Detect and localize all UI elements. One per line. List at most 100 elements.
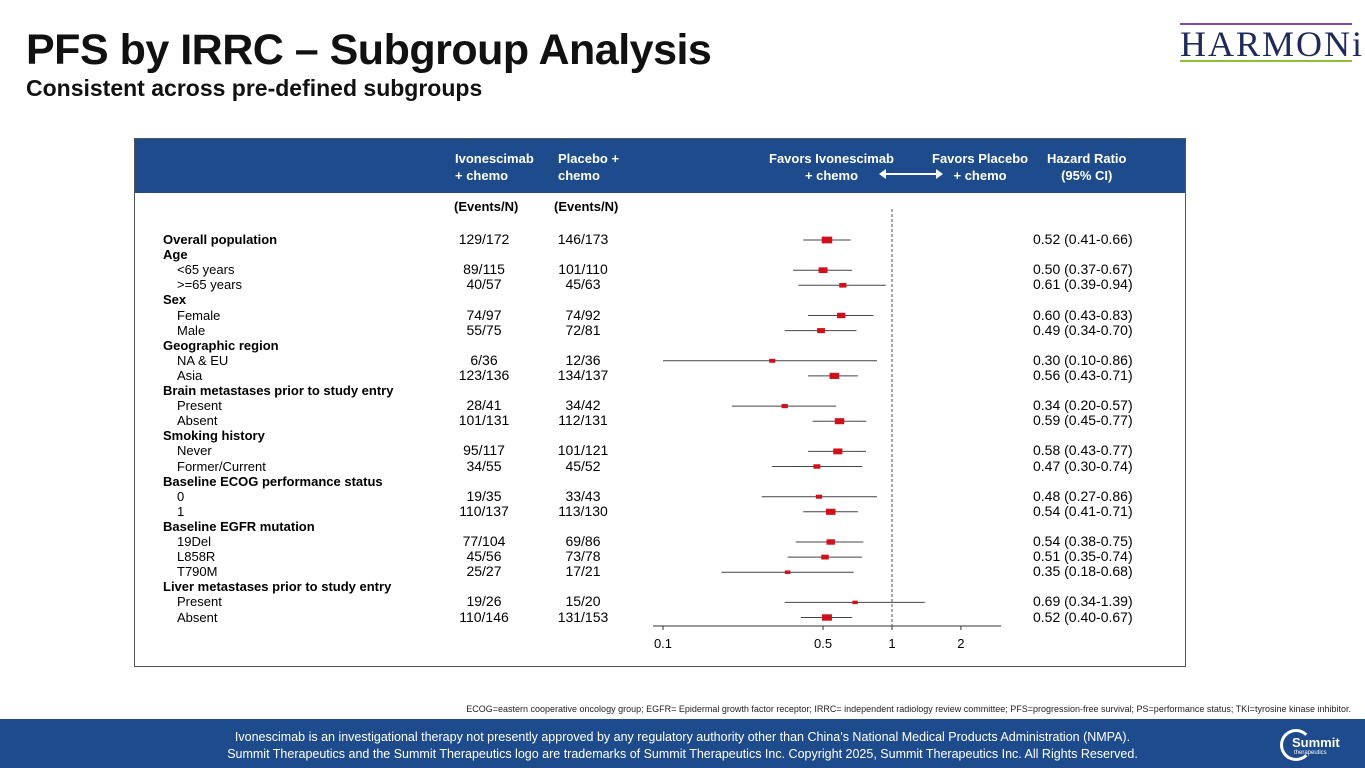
- hazard-ratio-value: 0.54 (0.41-0.71): [1033, 502, 1133, 519]
- hazard-ratio-value: 0.35 (0.18-0.68): [1033, 563, 1133, 580]
- subgroup-label: >=65 years: [177, 277, 243, 293]
- hazard-ratio-value: 0.61 (0.39-0.94): [1033, 276, 1133, 293]
- footer-line-2: Summit Therapeutics and the Summit Thera…: [227, 747, 1138, 761]
- subgroup-header: Baseline EGFR mutation: [163, 518, 315, 534]
- placebo-events: 146/173: [557, 231, 609, 247]
- table-header-bar: Ivonescimab + chemo Placebo + chemo Favors…: [135, 139, 1185, 193]
- h-favpbo-line-2: + chemo: [953, 168, 1007, 183]
- page-title: PFS by IRRC – Subgroup Analysis: [26, 26, 712, 74]
- ivonescimab-events: 40/57: [466, 276, 502, 293]
- h-favpbo-line-1: Favors Placebo: [932, 151, 1029, 166]
- ivonescimab-events: 19/35: [466, 487, 502, 504]
- subgroup-header: Geographic region: [163, 337, 279, 353]
- placebo-events: 131/153: [557, 608, 609, 625]
- subgroup-header: Liver metastases prior to study entry: [163, 579, 392, 595]
- subgroup-header: Baseline ECOG performance status: [163, 473, 383, 489]
- h-pbo-line-1: Placebo +: [558, 151, 620, 166]
- placebo-events: 45/63: [565, 276, 601, 293]
- hazard-ratio-point: [836, 312, 846, 319]
- placebo-events: 73/78: [565, 548, 601, 565]
- double-arrow-icon: [879, 169, 943, 179]
- subgroup-label: Female: [177, 307, 221, 323]
- hazard-ratio-point: [829, 372, 840, 379]
- subgroup-header: Brain metastases prior to study entry: [163, 383, 394, 398]
- h-ivo-line-1: Ivonescimab: [455, 151, 534, 166]
- subgroup-label: 19Del: [177, 534, 211, 549]
- hazard-ratio-point: [818, 267, 828, 274]
- ivonescimab-events: 77/104: [462, 533, 506, 549]
- subgroup-header: Overall population: [163, 232, 278, 247]
- hazard-ratio-value: 0.47 (0.30-0.74): [1033, 457, 1133, 474]
- hazard-ratio-point: [784, 570, 791, 574]
- ivonescimab-events: 123/136: [458, 366, 510, 383]
- footer-bar: Ivonescimab is an investigational therap…: [0, 719, 1365, 768]
- ivonescimab-events: 45/56: [466, 548, 502, 565]
- subgroup-label: L858R: [177, 549, 216, 565]
- placebo-events: 134/137: [557, 366, 609, 383]
- hazard-ratio-point: [817, 328, 825, 334]
- hazard-ratio-value: 0.50 (0.37-0.67): [1033, 261, 1133, 278]
- header-hazard-ratio: Hazard Ratio (95% CI): [1047, 150, 1126, 184]
- ivonescimab-events: 110/146: [459, 608, 509, 625]
- ivonescimab-events: 101/131: [458, 412, 510, 429]
- hazard-ratio-value: 0.34 (0.20-0.57): [1033, 397, 1133, 414]
- logo-top-rule: [1180, 23, 1352, 25]
- h-pbo-line-2: chemo: [558, 168, 600, 183]
- ivonescimab-events: 55/75: [466, 321, 502, 338]
- placebo-events: 74/92: [565, 306, 601, 323]
- footer-line-1: Ivonescimab is an investigational therap…: [234, 730, 1131, 744]
- x-tick-label: 2: [957, 636, 964, 651]
- hazard-ratio-value: 0.51 (0.35-0.74): [1033, 548, 1133, 565]
- hazard-ratio-value: 0.52 (0.41-0.66): [1033, 231, 1133, 247]
- header-ivonescimab: Ivonescimab + chemo: [455, 150, 534, 184]
- ivonescimab-events: 19/26: [466, 593, 502, 610]
- hazard-ratio-value: 0.48 (0.27-0.86): [1033, 487, 1133, 504]
- placebo-events: 17/21: [565, 563, 601, 580]
- subgroup-label: Present: [177, 594, 222, 610]
- ivonescimab-events: 34/55: [466, 457, 502, 474]
- hazard-ratio-point: [834, 418, 845, 425]
- summit-logo: Summit therapeutics: [1278, 727, 1340, 761]
- x-tick-label: 1: [888, 636, 895, 651]
- ivonescimab-events: 89/115: [463, 261, 505, 278]
- hazard-ratio-point: [833, 448, 843, 455]
- subgroup-label: Absent: [177, 413, 218, 429]
- ivonescimab-events: 74/97: [466, 306, 502, 323]
- subgroup-label: Former/Current: [177, 458, 266, 474]
- subgroup-label: <65 years: [177, 262, 235, 278]
- subgroup-label: 0: [177, 488, 185, 504]
- header-favors-ivonescimab: Favors Ivonescimab + chemo: [769, 150, 894, 184]
- hazard-ratio-value: 0.49 (0.34-0.70): [1033, 321, 1133, 338]
- subgroup-header: Sex: [163, 292, 187, 308]
- x-tick-label: 0.1: [654, 636, 672, 651]
- hazard-ratio-point: [825, 508, 836, 515]
- hazard-ratio-point: [826, 539, 835, 545]
- h-favivo-line-2: + chemo: [804, 168, 859, 183]
- ivonescimab-events: 95/117: [463, 442, 505, 459]
- placebo-events: 15/20: [565, 593, 601, 610]
- hazard-ratio-value: 0.69 (0.34-1.39): [1033, 593, 1133, 610]
- subgroup-label: Absent: [177, 609, 218, 625]
- ivonescimab-events: 110/137: [459, 502, 509, 519]
- events-label-placebo: (Events/N): [554, 199, 619, 214]
- hazard-ratio-value: 0.52 (0.40-0.67): [1033, 608, 1133, 625]
- ivonescimab-events: 25/27: [466, 563, 502, 580]
- ivonescimab-events: 28/41: [466, 397, 502, 414]
- ivonescimab-events: 129/172: [458, 231, 510, 247]
- hazard-ratio-point: [813, 464, 821, 469]
- hazard-ratio-point: [769, 358, 776, 363]
- subgroup-label: Male: [177, 322, 206, 338]
- abbreviations-footnote: ECOG=eastern cooperative oncology group;…: [466, 704, 1351, 714]
- hazard-ratio-point: [839, 282, 847, 288]
- placebo-events: 101/110: [558, 261, 608, 278]
- hazard-ratio-point: [821, 554, 829, 560]
- placebo-events: 72/81: [565, 321, 601, 338]
- header-favors-placebo: Favors Placebo + chemo: [932, 150, 1028, 184]
- placebo-events: 34/42: [565, 397, 601, 414]
- forest-plot-panel: Ivonescimab + chemo Placebo + chemo Favors…: [134, 138, 1186, 667]
- subgroup-label: 1: [177, 503, 185, 519]
- subgroup-header: Age: [163, 247, 188, 263]
- placebo-events: 12/36: [565, 351, 601, 368]
- footer-text: Ivonescimab is an investigational therap…: [0, 729, 1365, 763]
- hazard-ratio-point: [852, 600, 858, 605]
